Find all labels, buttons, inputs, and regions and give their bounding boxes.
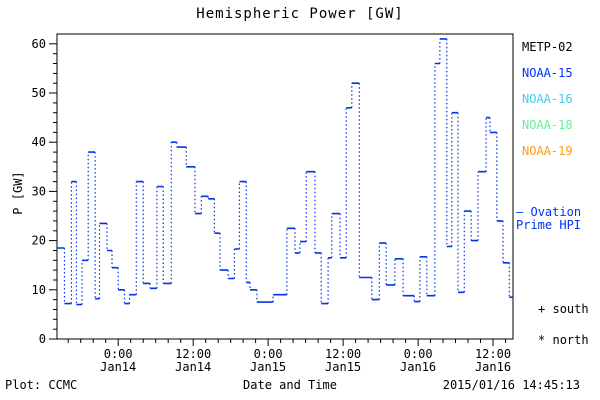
svg-text:0:00: 0:00 [404, 347, 433, 361]
svg-text:50: 50 [32, 86, 46, 100]
y-axis-label: P [GW] [11, 171, 25, 215]
line-sample-icon: — [516, 205, 524, 219]
svg-text:Jan14: Jan14 [175, 360, 211, 374]
legend-item-noaa19: NOAA-19 [522, 144, 573, 158]
svg-text:10: 10 [32, 283, 46, 297]
plot-credit: Plot: CCMC [5, 378, 78, 392]
legend-item-metp02: METP-02 [522, 40, 573, 54]
legend-item-noaa15: NOAA-15 [522, 66, 573, 80]
svg-text:40: 40 [32, 135, 46, 149]
legend-item-noaa16: NOAA-16 [522, 92, 573, 106]
svg-text:0:00: 0:00 [254, 347, 283, 361]
marker-key-north: * north [538, 333, 589, 347]
svg-text:12:00: 12:00 [175, 347, 211, 361]
marker-key-north-label: north [552, 333, 589, 347]
svg-text:60: 60 [32, 37, 46, 51]
svg-text:20: 20 [32, 234, 46, 248]
svg-text:0: 0 [39, 332, 46, 346]
asterisk-marker-icon: * [538, 333, 546, 347]
legend-item-noaa18: NOAA-18 [522, 118, 573, 132]
svg-text:0:00: 0:00 [104, 347, 133, 361]
svg-text:12:00: 12:00 [475, 347, 511, 361]
plus-marker-icon: + [538, 302, 546, 316]
svg-text:12:00: 12:00 [325, 347, 361, 361]
svg-text:Jan14: Jan14 [100, 360, 136, 374]
x-axis-label: Date and Time [243, 378, 337, 392]
svg-text:30: 30 [32, 184, 46, 198]
chart-title: Hemispheric Power [GW] [196, 6, 404, 22]
series-annotation-ovation: — Ovation Prime HPI [516, 206, 600, 232]
series-annotation-line2: Prime HPI [516, 218, 582, 232]
svg-text:Jan16: Jan16 [475, 360, 511, 374]
svg-text:Jan15: Jan15 [250, 360, 286, 374]
svg-text:Jan16: Jan16 [400, 360, 436, 374]
svg-text:Jan15: Jan15 [325, 360, 361, 374]
series-annotation-line1: Ovation [530, 205, 582, 219]
plot-timestamp: 2015/01/16 14:45:13 [442, 378, 580, 392]
marker-key-south: + south [538, 302, 589, 316]
marker-key-south-label: south [552, 302, 589, 316]
